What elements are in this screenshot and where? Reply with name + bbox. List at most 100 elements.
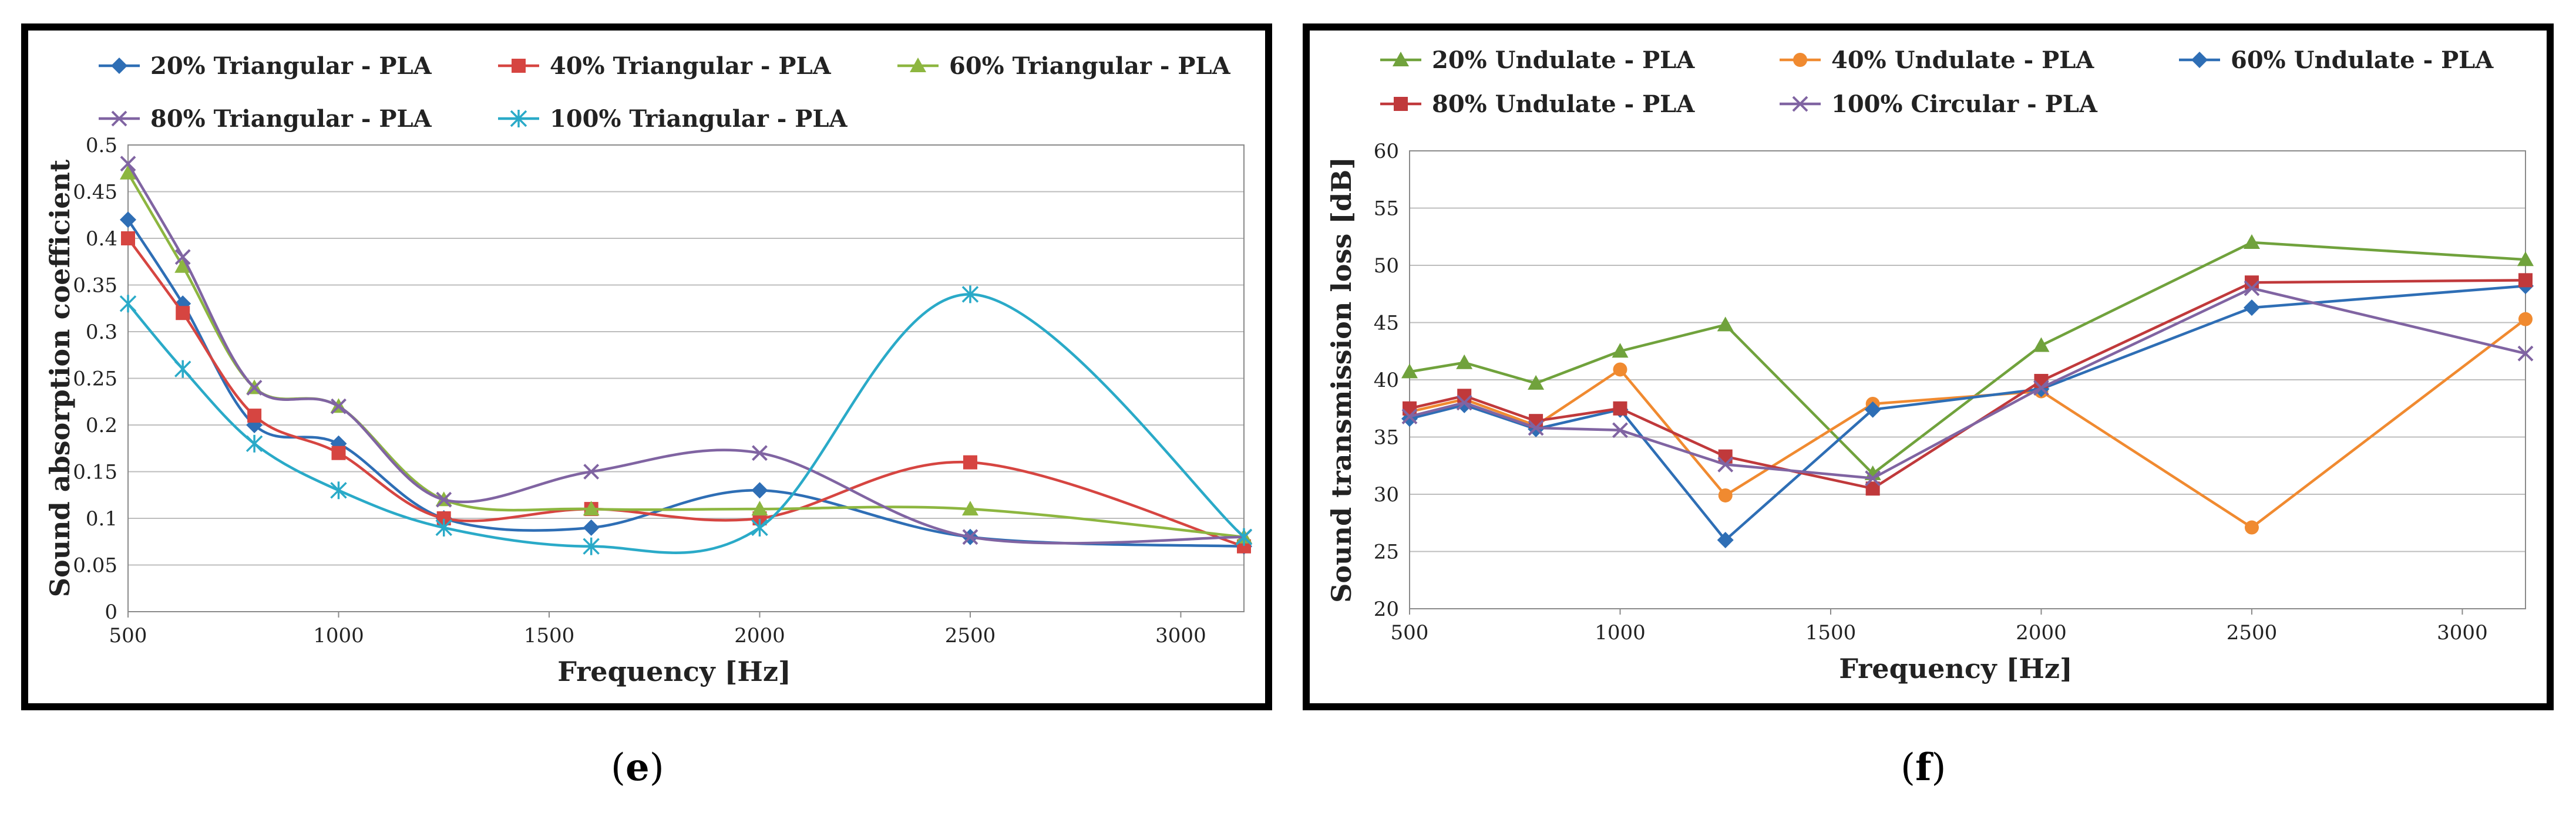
data-point <box>2243 299 2260 316</box>
x-tick-label: 2000 <box>734 624 785 647</box>
data-point <box>2244 280 2260 296</box>
legend-marker <box>910 58 926 72</box>
series-1 <box>120 211 1252 555</box>
series-line <box>127 218 1245 548</box>
data-point <box>1528 375 1545 390</box>
chart-panel-e: 0 0.05 0.1 0.15 0.2 0.25 0.3 0.35 0.4 0.45 0.5 500 1… <box>21 23 1272 710</box>
series-3 <box>1401 278 2534 548</box>
data-point <box>120 156 136 172</box>
data-point <box>1612 422 1628 439</box>
data-point <box>436 491 452 508</box>
plot-area <box>127 144 1245 612</box>
series-2 <box>121 231 1251 554</box>
y-axis-title: Sound transmission loss [dB] <box>1326 157 1357 603</box>
x-tick-label: 2500 <box>2227 621 2278 645</box>
data-point <box>2517 345 2534 362</box>
y-tick-label: 20 <box>1374 598 1399 621</box>
data-point <box>174 249 191 265</box>
data-point <box>1235 528 1253 546</box>
legend: 20% Triangular - PLA 40% Triangular - PLA… <box>99 52 1231 133</box>
caption-f-letter: f <box>1915 746 1932 790</box>
y-tick-label: 0 <box>105 601 117 624</box>
series-4 <box>1403 273 2533 496</box>
data-point <box>583 519 600 536</box>
data-point <box>583 464 600 480</box>
data-point <box>751 501 768 516</box>
y-tick-label: 0.25 <box>73 367 117 391</box>
data-point <box>1718 488 1733 502</box>
series-line <box>1409 279 2526 490</box>
y-tick-label: 25 <box>1374 541 1399 564</box>
x-tick-label: 2500 <box>945 624 996 647</box>
series-line <box>1409 286 2526 480</box>
data-point <box>120 164 136 180</box>
legend-marker <box>1793 53 1807 67</box>
series-line <box>127 163 1245 545</box>
plot-area <box>1409 150 2526 609</box>
x-tick-label: 500 <box>109 624 147 647</box>
data-point <box>752 445 768 461</box>
x-tick-label: 3000 <box>2437 621 2488 645</box>
data-point <box>174 258 191 273</box>
y-tick-label: 40 <box>1374 369 1399 392</box>
legend-item: 60% Undulate - PLA <box>2179 46 2494 74</box>
caption-e-open: ( <box>611 746 625 790</box>
gridlines <box>128 144 1244 612</box>
data-point <box>1457 389 1472 403</box>
data-point <box>246 379 263 396</box>
y-tick-label: 0.15 <box>73 461 117 484</box>
legend-label: 20% Triangular - PLA <box>150 52 432 80</box>
series-line <box>127 293 1245 554</box>
chart-panel-f: 20 25 30 35 40 45 50 55 60 500 1000 1500 2000 2500 300… <box>1303 23 2554 710</box>
data-point <box>247 409 262 423</box>
legend-label: 40% Triangular - PLA <box>550 52 832 80</box>
caption-f-open: ( <box>1901 746 1915 790</box>
data-point <box>119 295 137 313</box>
x-tick-label: 2000 <box>2016 621 2067 645</box>
legend-marker <box>2191 52 2208 68</box>
x-axis-title: Frequency [Hz] <box>557 656 791 687</box>
data-point <box>1718 449 1733 464</box>
data-point <box>1456 394 1472 411</box>
data-point <box>2033 380 2049 396</box>
data-point <box>2517 251 2534 267</box>
y-tick-label: 0.4 <box>86 227 117 251</box>
data-point <box>751 518 768 537</box>
legend-item: 80% Triangular - PLA <box>99 105 432 133</box>
y-tick-label: 55 <box>1374 197 1399 221</box>
y-tick-label: 0.1 <box>86 507 117 531</box>
data-point <box>1717 456 1734 473</box>
data-point <box>2033 337 2050 352</box>
data-point <box>2518 312 2533 326</box>
legend-marker <box>510 110 527 127</box>
x-tick-label: 1500 <box>524 624 575 647</box>
data-point <box>121 231 135 245</box>
data-point <box>1403 401 1417 416</box>
y-tick-label: 50 <box>1374 254 1399 278</box>
data-point <box>2244 520 2259 535</box>
x-tick-label: 1000 <box>1595 621 1646 645</box>
legend-label: 20% Undulate - PLA <box>1432 46 1695 74</box>
data-point <box>331 398 347 414</box>
y-tick-label: 35 <box>1374 426 1399 450</box>
legend: 20% Undulate - PLA 40% Undulate - PLA 60% … <box>1380 46 2494 118</box>
legend-item: 40% Undulate - PLA <box>1780 46 2094 74</box>
y-tick-label: 0.3 <box>86 321 117 344</box>
legend-marker <box>1393 52 1409 66</box>
legend-label: 40% Undulate - PLA <box>1831 46 2094 74</box>
x-tick-label: 3000 <box>1155 624 1206 647</box>
legend-marker <box>111 110 127 127</box>
data-point <box>246 434 263 453</box>
data-point <box>120 211 136 228</box>
series-line <box>127 172 1245 539</box>
chart-e-svg: 0 0.05 0.1 0.15 0.2 0.25 0.3 0.35 0.4 0.45 0.5 500 1… <box>44 52 1253 687</box>
series-2 <box>1403 312 2533 535</box>
series-line <box>1409 241 2526 475</box>
y-axis-title: Sound absorption coefficient <box>44 159 76 597</box>
series-5 <box>1401 280 2534 487</box>
legend-marker <box>1394 97 1408 111</box>
legend-item: 20% Triangular - PLA <box>99 52 432 80</box>
caption-e: (e) <box>611 746 664 790</box>
data-point <box>2518 273 2533 288</box>
x-tick-label: 1500 <box>1805 621 1857 645</box>
